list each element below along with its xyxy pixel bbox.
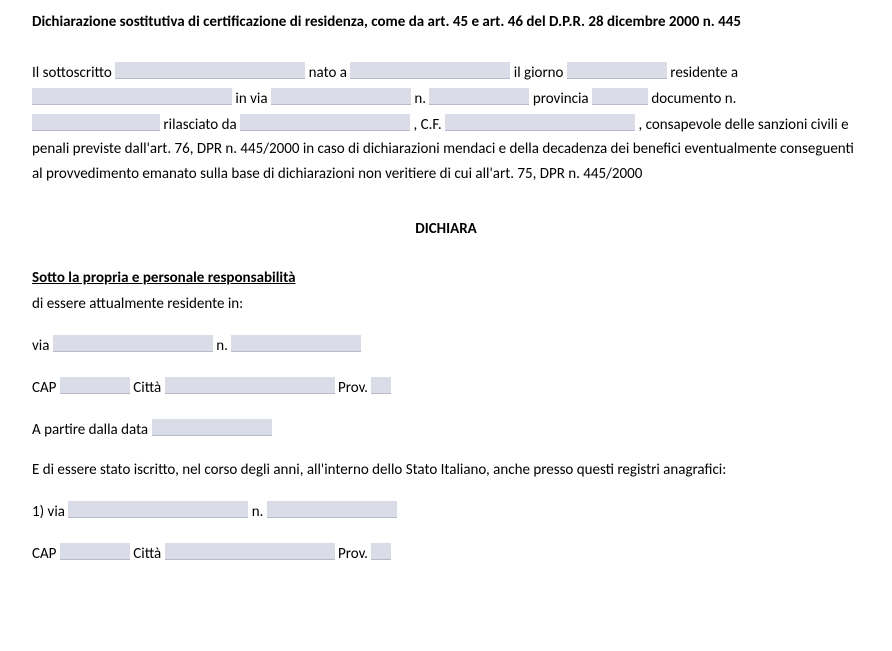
field-list1-cap[interactable] [60,543,130,560]
label-list1-prov: Prov. [338,545,368,563]
row-list1-via: 1) via n. [32,499,860,525]
declarant-paragraph: Il sottoscritto nato a il giorno residen… [32,60,860,187]
label-il-giorno: il giorno [514,64,564,82]
field-rilasciato-da[interactable] [240,114,410,131]
subheading-responsabilita: Sotto la propria e personale responsabil… [32,266,860,291]
label-list1-via: 1) via [32,503,65,521]
field-nato-a[interactable] [350,62,510,79]
field-addr-via[interactable] [53,335,213,352]
label-addr-citta: Città [133,379,161,397]
label-addr-prov: Prov. [338,379,368,397]
field-list1-n[interactable] [267,501,397,518]
label-a-partire: A partire dalla data [32,421,148,439]
document-page: Dichiarazione sostitutiva di certificazi… [0,0,892,651]
label-n: n. [414,90,426,108]
label-residente-a: residente a [670,64,738,82]
field-documento-n[interactable] [32,114,160,131]
field-addr-prov[interactable] [371,377,391,394]
row-list1-cap: CAP Città Prov. [32,541,860,567]
label-list1-citta: Città [133,545,161,563]
field-addr-citta[interactable] [165,377,335,394]
field-addr-cap[interactable] [60,377,130,394]
field-cf[interactable] [445,114,635,131]
row-addr-cap: CAP Città Prov. [32,375,860,401]
label-documento-n: documento n. [651,90,736,108]
label-addr-cap: CAP [32,379,56,397]
label-rilasciato-da: rilasciato da [163,116,236,134]
line-intro-residente: di essere attualmente residente in: [32,292,860,317]
row-a-partire: A partire dalla data [32,417,860,443]
label-addr-n: n. [216,337,228,355]
label-addr-via: via [32,337,49,355]
field-sottoscritto[interactable] [115,62,305,79]
field-residente-a[interactable] [32,88,232,105]
label-list1-cap: CAP [32,545,56,563]
field-a-partire[interactable] [152,419,272,436]
field-n[interactable] [429,88,529,105]
field-list1-via[interactable] [68,501,248,518]
field-in-via[interactable] [271,88,411,105]
heading-dichiara: DICHIARA [32,217,860,242]
line-registri: E di essere stato iscritto, nel corso de… [32,458,860,483]
field-addr-n[interactable] [231,335,361,352]
row-addr-via: via n. [32,333,860,359]
field-provincia[interactable] [592,88,648,105]
field-list1-prov[interactable] [371,543,391,560]
label-sottoscritto: Il sottoscritto [32,64,112,82]
label-list1-n: n. [252,503,264,521]
document-title: Dichiarazione sostitutiva di certificazi… [32,10,860,34]
label-nato-a: nato a [309,64,347,82]
field-giorno[interactable] [567,62,667,79]
label-cf: , C.F. [413,116,441,134]
field-list1-citta[interactable] [165,543,335,560]
label-in-via: in via [235,90,267,108]
label-provincia: provincia [533,90,589,108]
